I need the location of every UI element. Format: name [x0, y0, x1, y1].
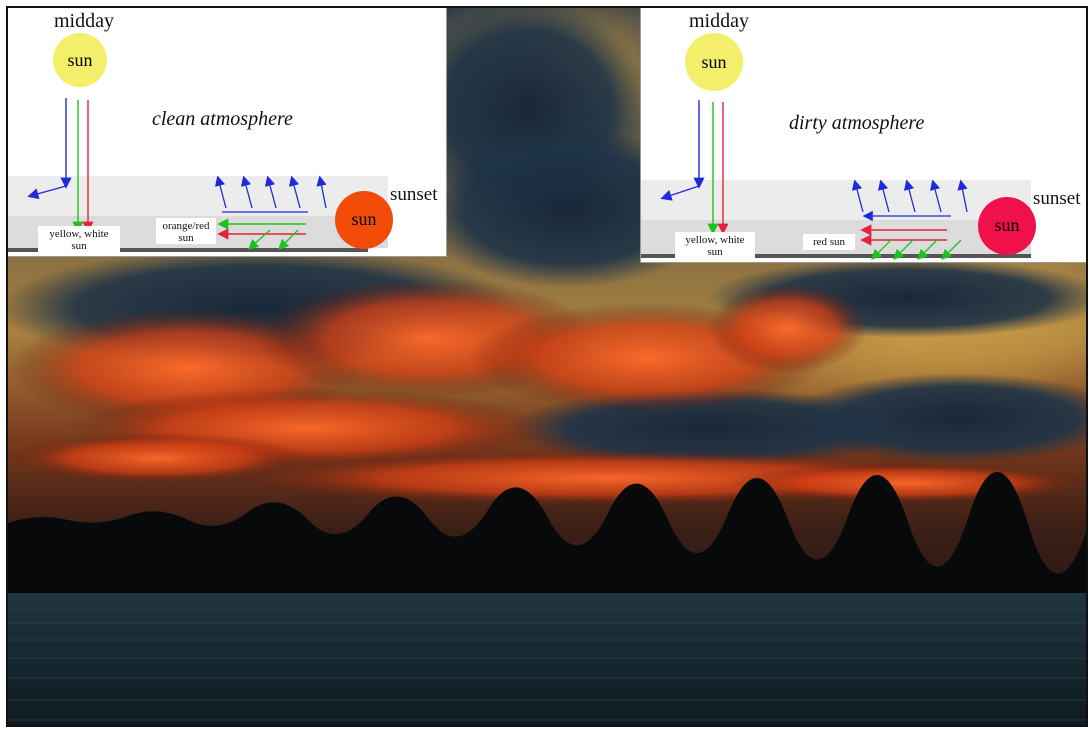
midday-sun-icon	[53, 33, 107, 87]
sunset-result-label: orange/red sun	[162, 220, 210, 244]
midday-label: midday	[54, 10, 114, 32]
sunset-label: sunset	[1033, 188, 1081, 209]
midday-result-label: yellow, white sun	[685, 234, 745, 258]
dirty-atmosphere-diagram: midday sun dirty atmosphere sunset sun y…	[640, 8, 1086, 263]
midday-sun-label: sun	[701, 52, 727, 72]
clean-diagram-graphic	[8, 33, 393, 256]
dirty-atmosphere-title: dirty atmosphere	[789, 112, 925, 134]
clean-atmosphere-title: clean atmosphere	[152, 108, 293, 130]
clean-atmosphere-diagram: midday sun clean atmosphere sunset sun y…	[8, 8, 447, 257]
sunset-sun-label: sun	[351, 209, 377, 229]
sunset-sun-icon	[978, 197, 1036, 255]
dirty-diagram-graphic	[641, 33, 1036, 260]
image-frame: midday sun clean atmosphere sunset sun y…	[6, 6, 1088, 727]
sunset-result-label: red sun	[812, 236, 846, 248]
midday-sun-label: sun	[67, 50, 93, 70]
midday-result-label: yellow, white sun	[49, 228, 109, 252]
sunset-label: sunset	[390, 184, 438, 205]
sunset-sun-icon	[335, 191, 393, 249]
midday-label: midday	[689, 10, 749, 32]
midday-sun-icon	[685, 33, 743, 91]
sunset-sun-label: sun	[994, 215, 1020, 235]
